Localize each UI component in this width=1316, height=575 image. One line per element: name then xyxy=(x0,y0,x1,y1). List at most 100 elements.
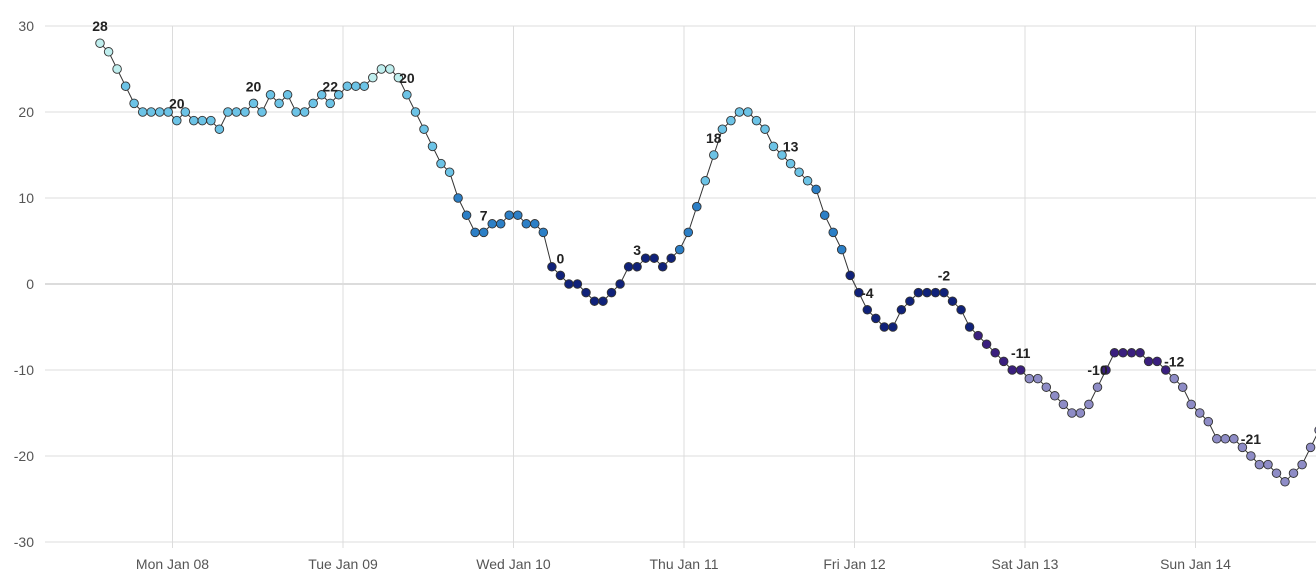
data-point[interactable]: 2 xyxy=(623,262,634,272)
data-point[interactable]: -19 xyxy=(1237,442,1248,453)
data-point[interactable]: 20 xyxy=(410,107,421,117)
data-point[interactable]: -11 xyxy=(1169,373,1179,384)
data-point[interactable]: -20 xyxy=(1246,451,1256,461)
data-point[interactable]: 6 xyxy=(538,227,549,238)
data-point[interactable]: -21 xyxy=(1254,459,1265,470)
data-point[interactable]: 24 xyxy=(368,72,378,83)
data-point[interactable]: -9 xyxy=(1152,356,1162,367)
data-point[interactable]: 21 xyxy=(129,98,139,109)
data-point[interactable]: -12 xyxy=(1092,382,1103,392)
data-point[interactable]: 27 xyxy=(103,47,114,57)
data-point[interactable]: -21 xyxy=(1297,459,1307,470)
data-point[interactable]: -10 xyxy=(1015,365,1026,375)
data-point[interactable]: -9 xyxy=(998,356,1009,367)
data-point[interactable]: 20 xyxy=(146,107,156,117)
data-point[interactable]: -10 xyxy=(1101,365,1111,375)
data-point[interactable]: -8 xyxy=(1135,348,1145,358)
data-point[interactable]: -12 xyxy=(1041,382,1052,392)
data-point[interactable]: 19 xyxy=(726,115,736,126)
data-point[interactable]: 28 xyxy=(95,38,105,48)
data-point[interactable]: 7 xyxy=(487,219,497,229)
data-point[interactable]: 16 xyxy=(768,141,779,152)
data-point[interactable]: -1 xyxy=(913,287,924,298)
data-point[interactable]: 4 xyxy=(674,244,685,255)
data-point[interactable]: -19 xyxy=(1305,442,1316,453)
data-point[interactable]: 25 xyxy=(385,64,395,74)
data-point[interactable]: 23 xyxy=(342,81,353,91)
data-point[interactable]: 18 xyxy=(214,124,225,134)
data-point[interactable]: -5 xyxy=(879,322,890,332)
data-point[interactable]: -8 xyxy=(1118,348,1128,358)
data-point[interactable]: 2 xyxy=(632,262,642,272)
data-point[interactable]: 0 xyxy=(615,279,625,289)
data-point[interactable]: 9 xyxy=(692,201,702,212)
data-point[interactable]: 23 xyxy=(120,81,131,91)
data-point[interactable]: -22 xyxy=(1288,468,1299,478)
data-point[interactable]: 10 xyxy=(453,193,463,203)
data-point[interactable]: 8 xyxy=(504,210,514,220)
data-point[interactable]: -18 xyxy=(1220,434,1231,444)
data-point[interactable]: 23 xyxy=(359,81,370,91)
data-point[interactable]: -2 xyxy=(598,296,608,306)
data-point[interactable]: 20 xyxy=(137,107,148,117)
data-point[interactable]: 1 xyxy=(845,270,855,281)
data-point[interactable]: -15 xyxy=(1075,408,1086,418)
data-point[interactable]: 16 xyxy=(427,141,438,152)
data-point[interactable]: 22 xyxy=(402,90,412,100)
data-point[interactable]: 20 xyxy=(163,107,173,117)
data-point[interactable]: 18 xyxy=(717,124,728,134)
data-point[interactable]: 18 xyxy=(760,124,770,134)
data-point[interactable]: 14 xyxy=(785,158,796,169)
data-point[interactable]: -23 xyxy=(1280,477,1290,487)
data-point[interactable]: -11 xyxy=(1024,373,1035,384)
data-point[interactable]: 7 xyxy=(530,219,540,229)
data-point[interactable]: 13 xyxy=(794,167,804,177)
data-point[interactable]: -18 xyxy=(1229,434,1239,444)
data-point[interactable]: 21 xyxy=(248,98,259,109)
data-point[interactable]: -21 xyxy=(1263,459,1273,470)
data-point[interactable]: -1 xyxy=(606,287,617,298)
data-point[interactable]: 3 xyxy=(666,253,676,263)
data-point[interactable]: -22 xyxy=(1271,468,1282,478)
data-point[interactable]: 15 xyxy=(777,150,787,160)
data-point[interactable]: -1 xyxy=(854,287,864,298)
data-point[interactable]: 8 xyxy=(461,210,472,220)
data-point[interactable]: 20 xyxy=(240,107,250,117)
data-point[interactable]: -10 xyxy=(1160,365,1171,375)
data-point[interactable]: 7 xyxy=(495,219,506,229)
data-point[interactable]: 13 xyxy=(444,167,455,177)
data-point[interactable]: 25 xyxy=(376,64,387,74)
data-point[interactable]: 12 xyxy=(700,176,711,186)
data-point[interactable]: 22 xyxy=(282,90,293,100)
data-point[interactable]: 20 xyxy=(734,107,745,117)
data-point[interactable]: 20 xyxy=(154,107,165,117)
data-point[interactable]: 23 xyxy=(351,81,361,91)
data-point[interactable]: 14 xyxy=(436,158,446,169)
data-point[interactable]: -11 xyxy=(1033,373,1043,384)
data-point[interactable]: -14 xyxy=(1058,399,1069,410)
data-point[interactable]: 11 xyxy=(811,184,821,195)
data-point[interactable]: -2 xyxy=(947,296,958,306)
data-point[interactable]: 19 xyxy=(197,115,208,126)
data-point[interactable]: 22 xyxy=(265,90,276,100)
data-point[interactable]: 6 xyxy=(683,227,694,238)
data-point[interactable]: 22 xyxy=(316,90,327,100)
data-point[interactable]: 20 xyxy=(291,107,301,117)
data-point[interactable]: 7 xyxy=(521,219,532,229)
data-point[interactable]: 20 xyxy=(257,107,267,117)
data-point[interactable]: 2 xyxy=(657,262,668,272)
data-point[interactable]: -5 xyxy=(964,322,975,332)
data-point[interactable]: 6 xyxy=(828,227,838,238)
data-point[interactable]: -3 xyxy=(862,305,873,315)
data-point[interactable]: 6 xyxy=(478,227,489,238)
data-point[interactable]: -13 xyxy=(1050,391,1060,401)
data-point[interactable]: -1 xyxy=(922,287,932,298)
data-point[interactable]: -2 xyxy=(905,296,915,306)
data-point[interactable]: 0 xyxy=(564,279,574,289)
data-point[interactable]: 21 xyxy=(274,98,284,109)
data-point[interactable]: -14 xyxy=(1186,399,1196,410)
data-point[interactable]: -6 xyxy=(973,330,983,341)
data-point[interactable]: 4 xyxy=(836,244,847,255)
data-point[interactable]: 22 xyxy=(333,90,344,100)
data-point[interactable]: -15 xyxy=(1195,408,1205,418)
